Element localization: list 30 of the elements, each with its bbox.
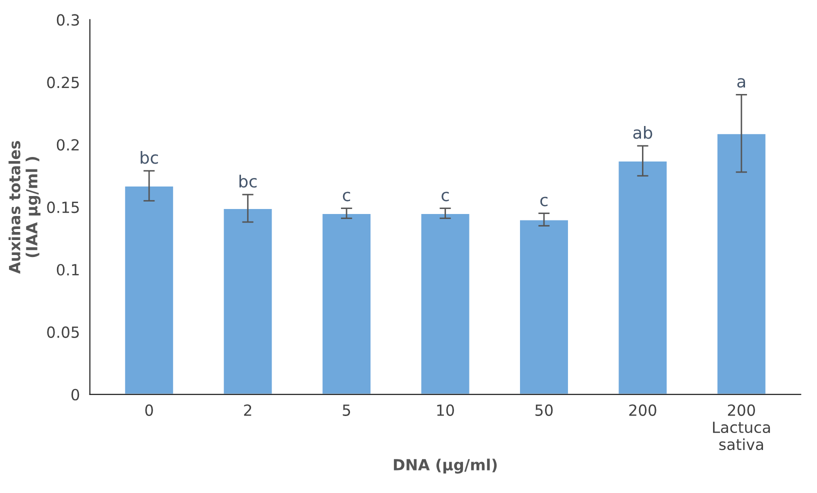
x-tick-label: 5: [342, 404, 350, 416]
bar: [321, 212, 372, 394]
x-tick-label: 200: [629, 404, 656, 416]
annotation: bc: [239, 174, 257, 188]
y-tick-label: 0.1: [56, 264, 79, 276]
x-tick-label: 0: [145, 404, 153, 416]
y-tick-label: 0.15: [47, 202, 79, 214]
bar: [420, 212, 471, 394]
annotation: ab: [633, 126, 652, 139]
y-tick-label: 0: [71, 388, 80, 400]
annotation: a: [737, 78, 746, 88]
y-axis-title: Auxinas totales (IAA µg/ml ): [8, 141, 41, 274]
x-tick-label: 200 Lactuca sativa: [713, 404, 770, 450]
y-tick-label: 0.05: [47, 326, 79, 338]
x-axis-title: DNA (µg/ml): [394, 458, 497, 474]
bar: [518, 218, 570, 394]
y-tick-label: 0.3: [56, 14, 79, 26]
bar: [222, 208, 274, 394]
x-tick-label: 50: [535, 404, 553, 416]
y-tick-label: 0.2: [56, 139, 79, 151]
annotation: c: [342, 192, 350, 202]
bar: [617, 160, 668, 394]
x-tick-label: 10: [437, 404, 454, 416]
annotation: bc: [140, 150, 158, 164]
y-tick-label: 0.25: [47, 76, 79, 88]
annotation: c: [540, 196, 548, 206]
bar: [124, 185, 174, 394]
bar: [716, 132, 767, 394]
annotation: c: [442, 192, 449, 202]
x-tick-label: 2: [244, 404, 252, 416]
